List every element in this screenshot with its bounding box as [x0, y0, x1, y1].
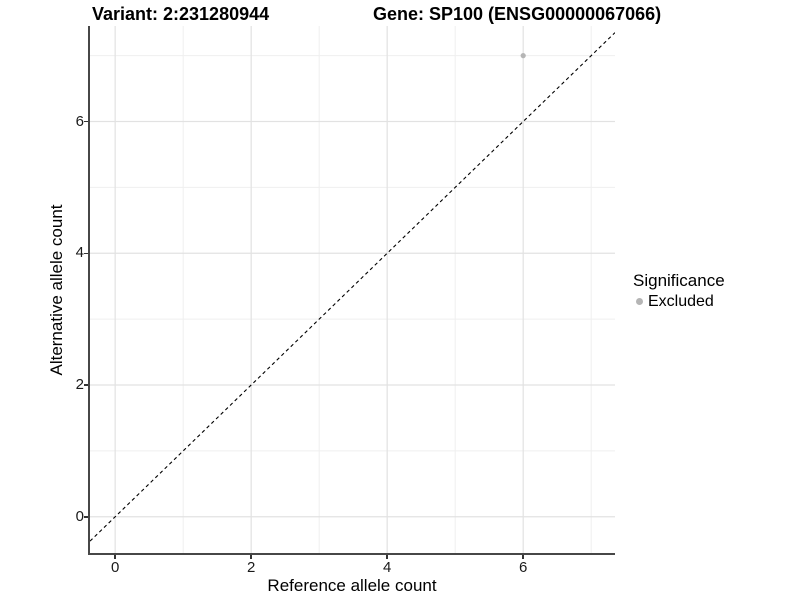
plot-panel: [88, 26, 615, 555]
y-axis-tick-label: 4: [75, 244, 84, 262]
legend-item-label: Excluded: [648, 293, 714, 310]
identity-reference-line: [90, 32, 615, 542]
data-point: [520, 53, 526, 59]
x-axis-title: Reference allele count: [267, 576, 437, 595]
plot-title-variant: Variant: 2:231280944: [92, 4, 270, 24]
y-axis-tick-mark: [84, 120, 88, 123]
x-axis-tick-mark: [114, 555, 116, 559]
y-axis-tick-mark: [84, 252, 88, 255]
x-axis-tick-mark: [386, 555, 388, 559]
x-axis-tick-mark: [250, 555, 252, 559]
x-axis-tick-label: 2: [247, 559, 256, 576]
legend-key-dot-icon: [636, 298, 643, 305]
y-axis-title: Alternative allele count: [47, 204, 66, 376]
legend: Significance Excluded: [633, 270, 725, 311]
y-axis-tick-mark: [84, 384, 88, 386]
legend-items: Excluded: [633, 292, 725, 311]
x-axis-tick-label: 6: [519, 559, 528, 576]
plot-title-gene: Gene: SP100 (ENSG00000067066): [373, 4, 662, 24]
y-axis-tick-mark: [84, 516, 88, 518]
y-axis-tick-label: 2: [75, 376, 84, 394]
y-axis-tick-label: 6: [75, 112, 84, 130]
legend-title: Significance: [633, 271, 725, 290]
x-axis-tick-label: 4: [383, 559, 392, 576]
chart-canvas: [90, 26, 615, 553]
legend-item: Excluded: [633, 292, 725, 311]
y-axis-tick-label: 0: [75, 507, 84, 525]
x-axis-tick-label: 0: [110, 559, 120, 576]
x-axis-tick-mark: [522, 555, 524, 559]
